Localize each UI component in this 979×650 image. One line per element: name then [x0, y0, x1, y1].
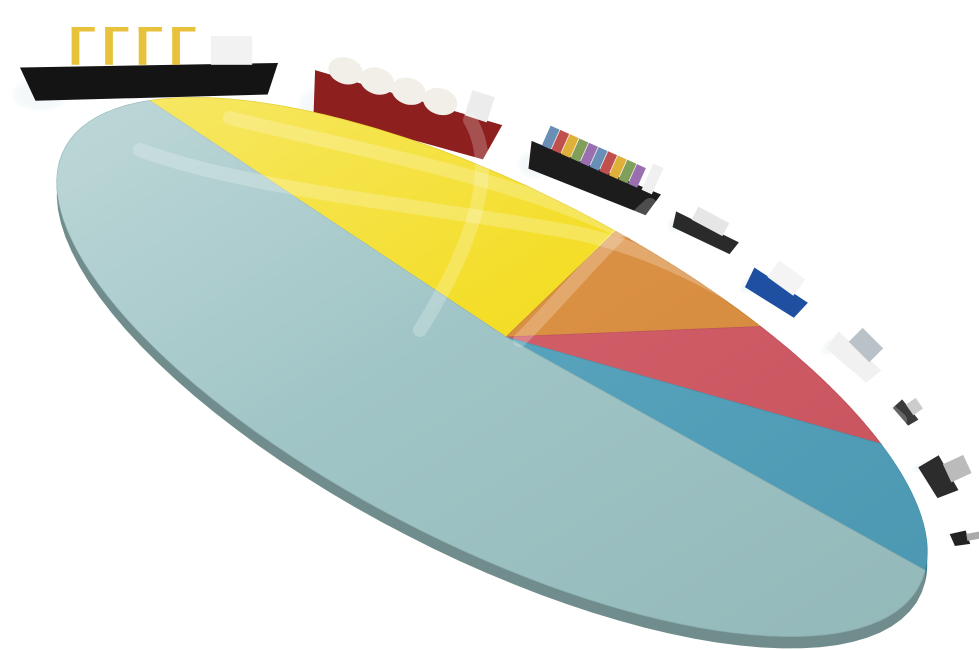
- pie-reflection: [513, 198, 657, 347]
- ship-hull: [918, 455, 959, 499]
- pie-gloss: [56, 97, 928, 637]
- bulk-carrier-ship: [9, 27, 278, 113]
- ship-hull: [20, 63, 278, 101]
- offshore-vessel-ship: [666, 206, 739, 255]
- small-vessel-ship: [944, 530, 979, 547]
- ship-hull: [826, 331, 882, 383]
- container-ship-ship: [516, 125, 664, 216]
- pie-gloss-highlight: [56, 97, 928, 637]
- ship-hull: [672, 211, 739, 255]
- pie-disc: [56, 97, 928, 649]
- pie-reflection: [413, 113, 489, 337]
- ship-hull: [949, 530, 971, 547]
- small-vessel-ship: [910, 454, 972, 499]
- small-vessel-ship: [889, 397, 924, 426]
- ship-hull: [313, 70, 503, 160]
- pie-reflection: [133, 143, 907, 427]
- pie-reflection: [223, 111, 627, 237]
- ro-ro-ferry-ship: [739, 260, 808, 318]
- cruise-ship-ship: [820, 327, 884, 383]
- ship-hull: [744, 267, 808, 318]
- ship-hull: [528, 140, 661, 216]
- ship-hull: [892, 399, 919, 426]
